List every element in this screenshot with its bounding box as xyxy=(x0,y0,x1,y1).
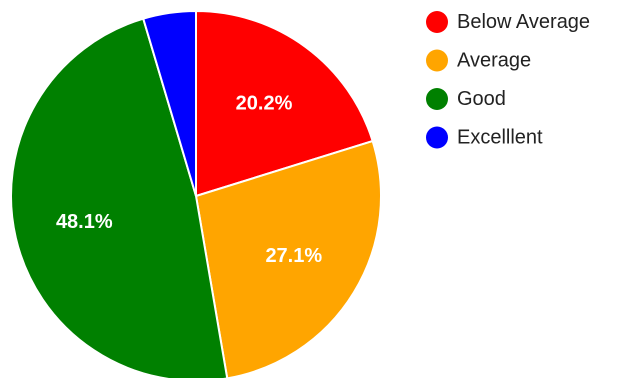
legend-swatch-excelllent xyxy=(426,126,448,149)
legend-swatch-below-average xyxy=(426,11,448,33)
pie-slice-below-average xyxy=(195,9,374,198)
slice-label-below-average: 20.2% xyxy=(236,93,293,115)
legend: Below Average Average Good Excelllent xyxy=(426,11,590,149)
pie-slice-good xyxy=(10,17,229,378)
pie-slices xyxy=(10,9,382,378)
legend-swatch-good xyxy=(426,88,448,110)
pie-slice-average xyxy=(194,139,382,378)
slice-label-average: 27.1% xyxy=(265,245,322,267)
pie-slice-excelllent xyxy=(142,9,197,197)
legend-item-average: Average xyxy=(426,49,531,72)
legend-label-average: Average xyxy=(457,50,531,72)
legend-label-below-average: Below Average xyxy=(457,11,590,33)
slice-label-good: 48.1% xyxy=(56,211,113,233)
legend-item-excelllent: Excelllent xyxy=(426,126,543,149)
legend-label-good: Good xyxy=(457,88,506,110)
pie-slice-labels: 20.2% 27.1% 48.1% xyxy=(56,93,322,267)
legend-label-excelllent: Excelllent xyxy=(457,127,543,149)
legend-item-good: Good xyxy=(426,88,506,110)
legend-swatch-average xyxy=(426,49,448,72)
legend-item-below-average: Below Average xyxy=(426,11,590,33)
